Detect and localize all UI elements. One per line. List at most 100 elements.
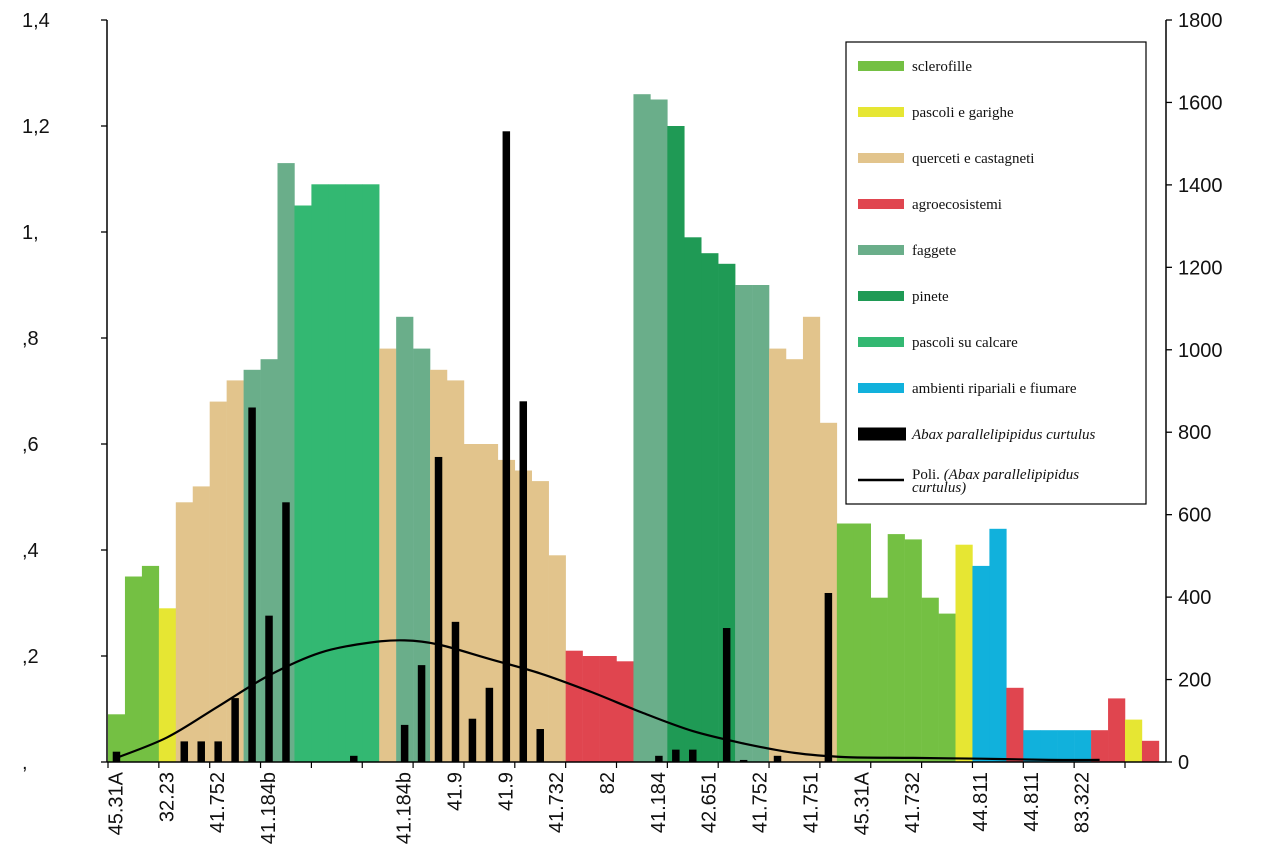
abax-bar-1 bbox=[180, 741, 189, 762]
legend-box bbox=[845, 41, 1147, 505]
habitat-bar-agro-59 bbox=[1108, 698, 1126, 762]
abax-bar-8 bbox=[350, 755, 358, 762]
right-tick-label-0: 0 bbox=[1178, 752, 1189, 774]
habitat-bar-agro-30 bbox=[616, 661, 634, 762]
habitat-bar-querceti-5 bbox=[192, 486, 210, 762]
legend-label-trend-prefix: Poli. bbox=[912, 467, 944, 483]
habitat-bar-faggete-18 bbox=[413, 348, 431, 762]
legend: sclerofille pascoli e garighe querceti e c… bbox=[845, 41, 1147, 505]
habitat-bar-agro-28 bbox=[582, 656, 600, 762]
x-tick-label-13: 45.31A bbox=[851, 771, 873, 835]
habitat-bar-faggete-31 bbox=[633, 94, 651, 762]
left-tick-label-1: ,2 bbox=[22, 646, 39, 668]
x-tick-label-4: 41.184b bbox=[394, 772, 416, 844]
habitat-bar-querceti-42 bbox=[819, 422, 838, 762]
habitat-bar-calcare-14 bbox=[345, 184, 363, 763]
habitat-bar-faggete-10 bbox=[277, 163, 295, 763]
left-axis-ticks: , ,2 ,4 ,6 ,8 1, 1,2 1,4 bbox=[22, 10, 107, 774]
habitat-bar-querceti-39 bbox=[769, 348, 787, 762]
habitat-bar-ripariali-55 bbox=[1040, 730, 1058, 762]
abax-bar-13 bbox=[468, 718, 477, 762]
habitat-bar-pinete-35 bbox=[701, 253, 719, 762]
habitat-bar-ripariali-57 bbox=[1074, 730, 1092, 762]
legend-swatch-abax bbox=[858, 427, 906, 441]
habitat-bar-faggete-38 bbox=[752, 285, 770, 762]
x-tick-label-10: 42.651 bbox=[699, 772, 721, 833]
left-tick-label-3: ,6 bbox=[22, 434, 39, 456]
habitat-bar-querceti-21 bbox=[463, 444, 482, 762]
legend-label-pascoli: pascoli e garighe bbox=[912, 105, 1014, 121]
left-tick-label-0: , bbox=[22, 752, 28, 774]
abax-bars bbox=[112, 131, 833, 763]
habitat-bar-sclerofille-1 bbox=[124, 576, 143, 762]
abax-bar-5 bbox=[248, 407, 256, 762]
legend-swatch-agro bbox=[858, 199, 904, 209]
habitat-bar-sclerofille-47 bbox=[904, 539, 922, 762]
habitat-bar-agro-27 bbox=[565, 650, 583, 762]
left-tick-label-6: 1,2 bbox=[22, 116, 50, 138]
right-tick-label-1: 200 bbox=[1178, 670, 1211, 692]
abax-bar-20 bbox=[689, 749, 697, 762]
left-tick-label-7: 1,4 bbox=[22, 10, 50, 32]
x-axis-ticks: 45.31A 32.23 41.752 41.184b 41.184b 41.9 41.9 4… bbox=[105, 762, 1126, 844]
habitat-bar-querceti-41 bbox=[802, 316, 821, 762]
habitat-bar-sclerofille-0 bbox=[108, 714, 126, 762]
x-tick-label-15: 44.811 bbox=[970, 772, 992, 832]
left-tick-label-2: ,4 bbox=[22, 540, 39, 562]
habitat-bar-querceti-7 bbox=[226, 380, 244, 762]
habitat-bar-agro-58 bbox=[1091, 730, 1109, 762]
habitat-bar-agro-61 bbox=[1141, 740, 1160, 762]
legend-swatch-querceti bbox=[858, 153, 904, 163]
abax-bar-14 bbox=[485, 687, 494, 762]
x-tick-label-7: 41.732 bbox=[546, 772, 568, 833]
habitat-bar-faggete-32 bbox=[650, 99, 668, 762]
right-tick-label-3: 600 bbox=[1178, 505, 1211, 527]
legend-swatch-faggete bbox=[858, 245, 904, 255]
x-tick-label-8: 82 bbox=[597, 772, 619, 794]
abax-bar-2 bbox=[197, 741, 205, 762]
habitat-bar-pascoli-3 bbox=[158, 608, 177, 762]
x-tick-label-5: 41.9 bbox=[444, 772, 466, 811]
abax-bar-3 bbox=[214, 741, 222, 762]
habitat-bar-querceti-40 bbox=[786, 359, 804, 762]
habitat-bar-pinete-33 bbox=[667, 126, 685, 762]
legend-label-sclerofille: sclerofille bbox=[912, 59, 972, 75]
left-tick-label-4: ,8 bbox=[22, 328, 39, 350]
habitat-bar-calcare-11 bbox=[294, 205, 312, 762]
legend-swatch-ripariali bbox=[858, 383, 904, 393]
habitat-bar-agro-53 bbox=[1006, 687, 1024, 762]
x-tick-label-14: 41.732 bbox=[902, 772, 924, 833]
legend-swatch-calcare bbox=[858, 337, 904, 347]
habitat-bar-querceti-16 bbox=[379, 348, 397, 762]
habitat-bar-querceti-4 bbox=[175, 502, 193, 762]
habitat-bar-faggete-9 bbox=[260, 359, 278, 762]
legend-label-faggete: faggete bbox=[912, 243, 956, 259]
habitat-bar-pascoli-50 bbox=[955, 544, 973, 762]
legend-label-querceti: querceti e castagneti bbox=[912, 151, 1034, 167]
habitat-bar-agro-29 bbox=[599, 656, 617, 762]
legend-label-trend-line1: Poli. (Abax parallelipipidus bbox=[912, 467, 1079, 483]
habitat-bar-ripariali-56 bbox=[1057, 730, 1075, 762]
habitat-bar-querceti-6 bbox=[209, 401, 227, 762]
abax-bar-24 bbox=[824, 592, 833, 762]
habitat-bar-pinete-34 bbox=[684, 237, 702, 763]
right-tick-label-5: 1000 bbox=[1178, 340, 1223, 362]
x-tick-label-2: 41.752 bbox=[207, 772, 229, 833]
abax-bar-19 bbox=[672, 749, 680, 762]
x-tick-label-9: 41.184 bbox=[648, 772, 670, 833]
legend-label-trend-species: (Abax parallelipipidus bbox=[944, 467, 1080, 483]
abax-bar-23 bbox=[773, 755, 782, 762]
left-tick-label-5: 1, bbox=[22, 222, 39, 244]
habitat-bar-querceti-22 bbox=[480, 444, 499, 762]
trendline-poli-abax bbox=[116, 639, 1100, 762]
right-tick-label-7: 1400 bbox=[1178, 175, 1223, 197]
x-tick-label-0: 45.31A bbox=[105, 771, 127, 835]
abax-bar-22 bbox=[739, 759, 748, 762]
habitat-bar-pascoli-60 bbox=[1125, 719, 1143, 762]
right-tick-label-8: 1600 bbox=[1178, 92, 1223, 114]
habitat-bar-calcare-13 bbox=[328, 184, 346, 763]
legend-label-abax: Abax parallelipipidus curtulus bbox=[911, 427, 1095, 443]
habitat-bar-sclerofille-43 bbox=[836, 523, 855, 762]
abax-bar-4 bbox=[231, 698, 239, 762]
